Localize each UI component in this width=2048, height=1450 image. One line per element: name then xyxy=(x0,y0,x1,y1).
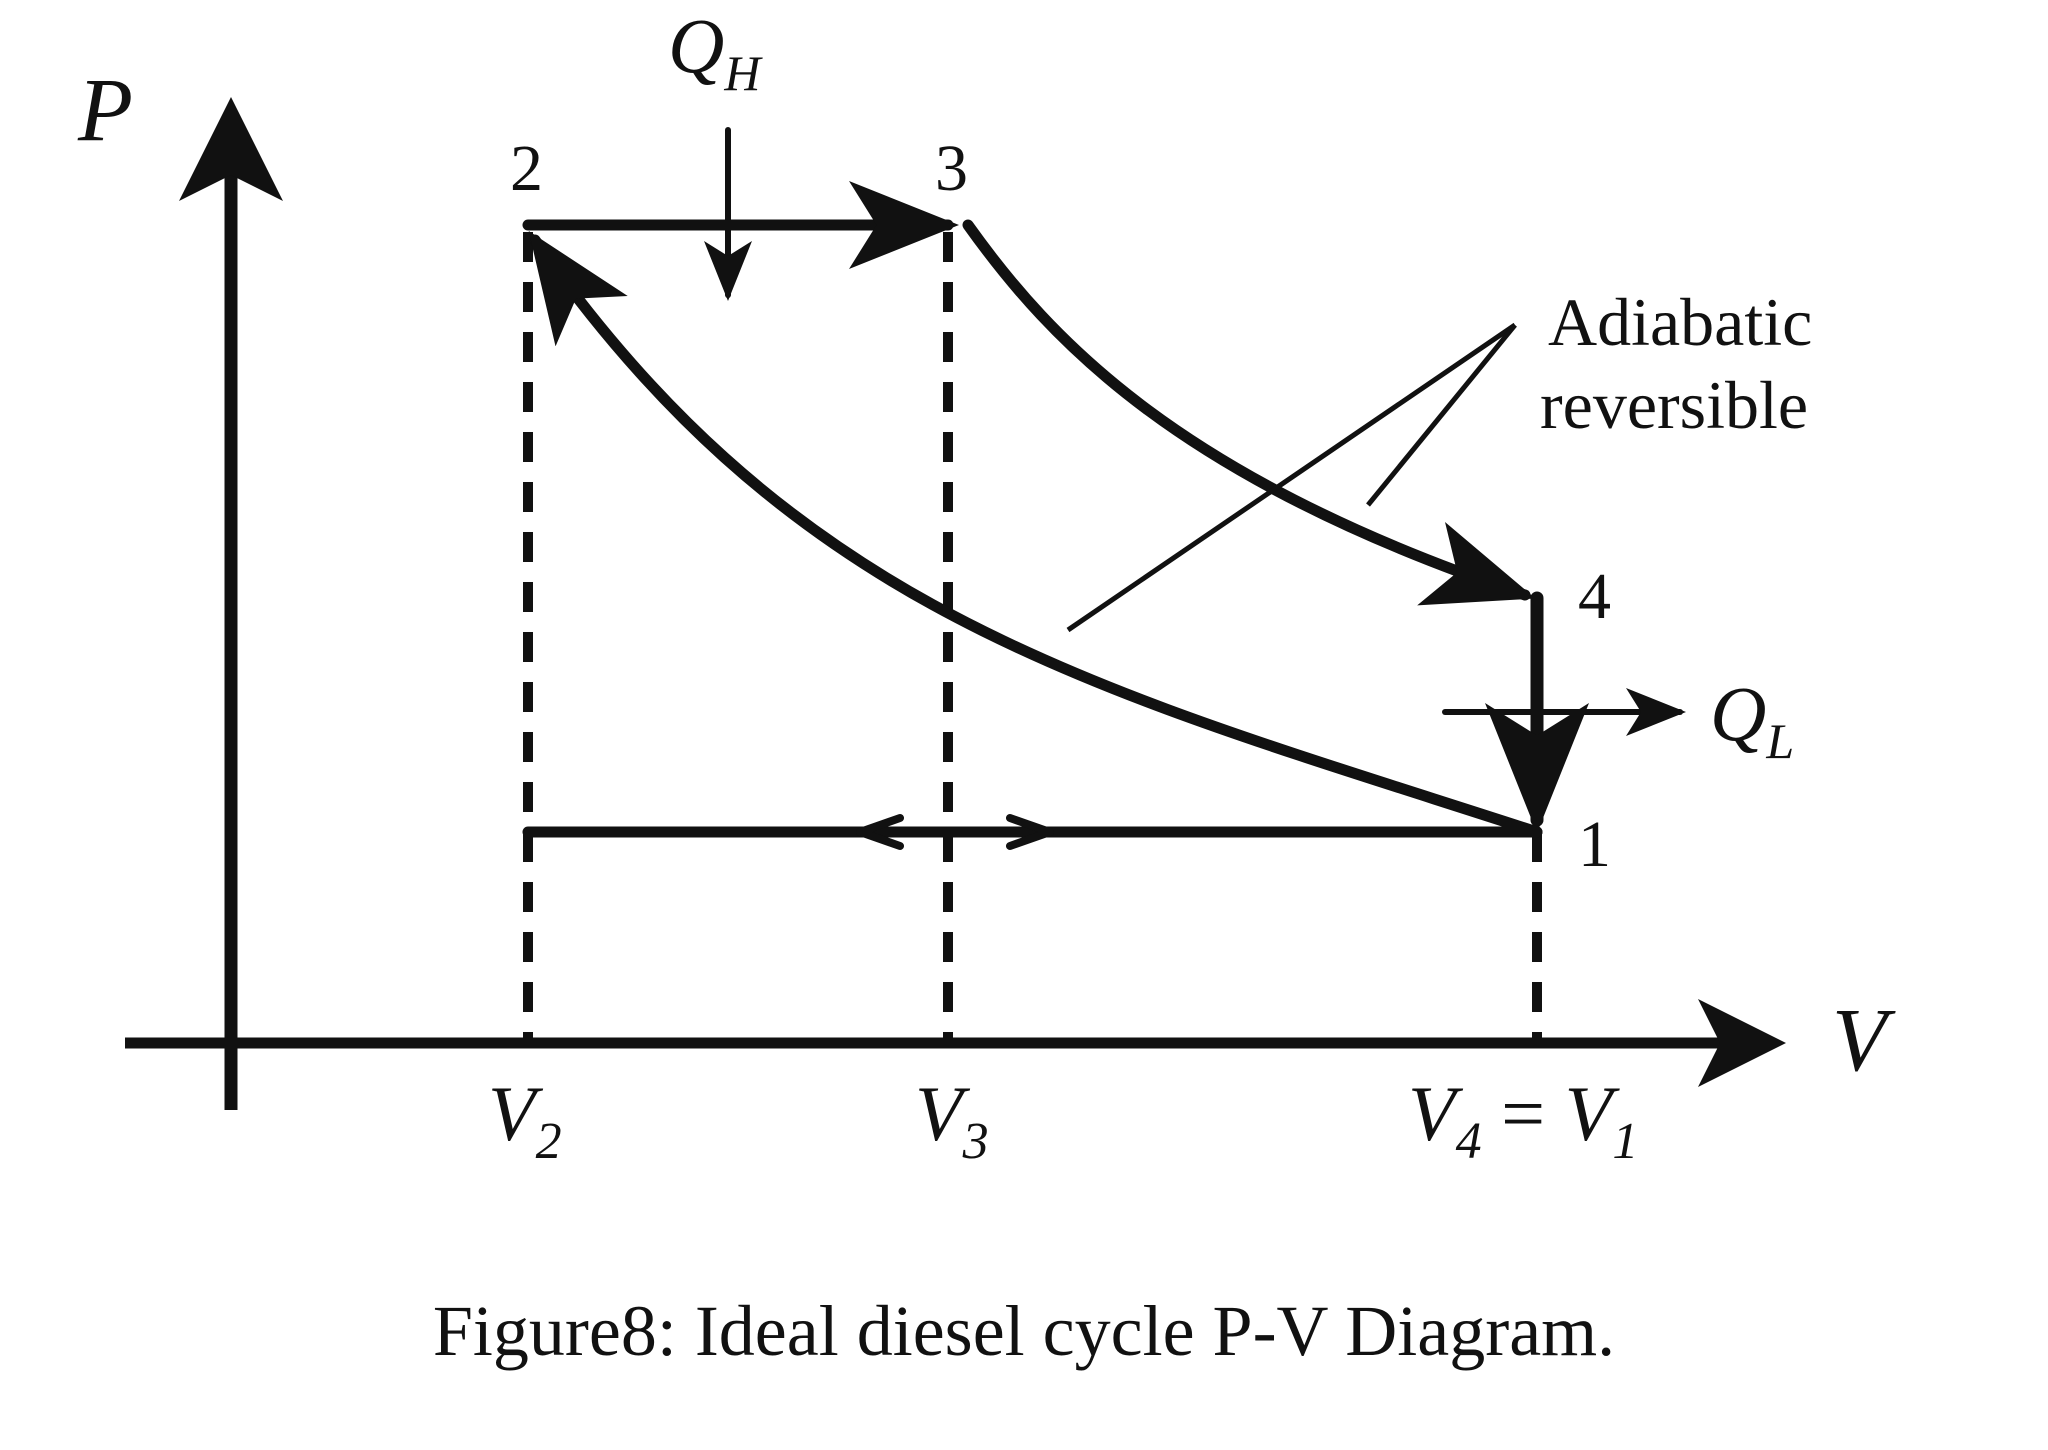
v-axis-label: V xyxy=(1832,991,1896,1090)
point-2-label: 2 xyxy=(510,132,543,205)
process-3-4 xyxy=(962,219,1536,606)
annotation-leaders xyxy=(1066,322,1517,633)
v4-equals-v1-label: V4 = V1 xyxy=(1408,1070,1638,1170)
leader-to-compression xyxy=(1066,322,1517,633)
heat-in-label: QH xyxy=(668,2,763,101)
process-1-2 xyxy=(528,230,1543,838)
volume-labels: V2 V3 V4 = V1 xyxy=(488,1070,1638,1170)
volume-guides xyxy=(523,232,1542,1038)
left-arrowhead xyxy=(856,814,904,850)
point-1-label: 1 xyxy=(1578,808,1611,881)
annotation-line-2: reversible xyxy=(1540,367,1808,443)
point-4-label: 4 xyxy=(1578,560,1611,633)
leader-to-expansion xyxy=(1366,323,1517,507)
annotation-line-1: Adiabatic xyxy=(1548,284,1812,360)
p-axis-label: P xyxy=(77,61,133,160)
point-labels: 2 3 4 1 xyxy=(510,132,1611,881)
right-arrowhead xyxy=(1006,814,1054,850)
heat-out-label: QL xyxy=(1710,670,1794,769)
axes: P V xyxy=(77,61,1896,1110)
adiabatic-annotation: Adiabatic reversible xyxy=(1540,284,1812,443)
point-3-label: 3 xyxy=(935,132,968,205)
figure-caption: Figure8: Ideal diesel cycle P-V Diagram. xyxy=(432,1291,1616,1371)
v2-label: V2 xyxy=(488,1070,562,1170)
v3-label: V3 xyxy=(915,1070,989,1170)
intake-exhaust-arrows xyxy=(856,814,1054,850)
heat-arrows xyxy=(704,127,1686,736)
pv-diagram: P V 2 3 4 1 xyxy=(77,2,1896,1170)
cycle xyxy=(522,181,1589,838)
